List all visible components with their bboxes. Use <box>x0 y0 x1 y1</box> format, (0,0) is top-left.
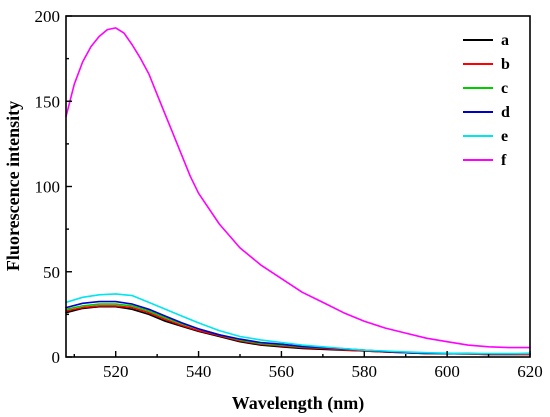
legend-label-b: b <box>501 56 510 73</box>
y-tick-label: 50 <box>43 263 60 282</box>
legend-label-e: e <box>501 128 508 145</box>
x-tick-label: 540 <box>186 362 212 381</box>
series-line-f <box>65 27 531 349</box>
x-tick-label: 620 <box>517 362 543 381</box>
ticks: 520 540 560 580 600 620 0 50 100 150 200 <box>35 7 543 381</box>
x-axis-title: Wavelength (nm) <box>232 393 365 414</box>
y-axis-title: Fluorescence intensity <box>3 101 23 271</box>
legend-label-a: a <box>501 32 509 49</box>
series-lines <box>65 27 531 356</box>
x-tick-label: 600 <box>434 362 460 381</box>
x-tick-label: 580 <box>352 362 378 381</box>
x-tick-label: 520 <box>103 362 129 381</box>
legend-label-c: c <box>501 80 508 97</box>
x-tick-label: 560 <box>269 362 295 381</box>
y-tick-label: 0 <box>52 348 61 367</box>
y-tick-label: 150 <box>35 92 61 111</box>
legend-label-d: d <box>501 104 510 121</box>
y-tick-label: 100 <box>35 178 61 197</box>
y-tick-label: 200 <box>35 7 61 26</box>
legend-label-f: f <box>501 152 507 169</box>
